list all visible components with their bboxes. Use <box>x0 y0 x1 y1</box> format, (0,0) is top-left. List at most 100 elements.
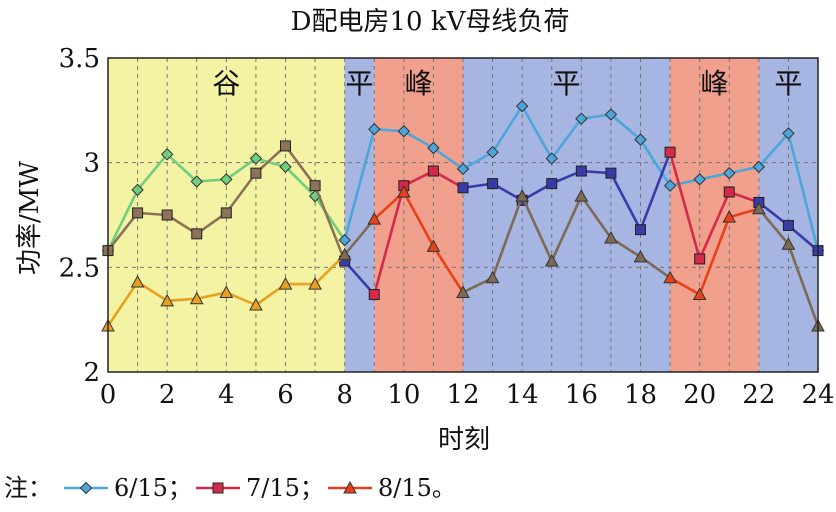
series-2-point-3 <box>189 291 204 305</box>
series-0-segment-23 <box>787 133 820 251</box>
series-1-segment-18 <box>639 151 672 231</box>
legend-marker-1 <box>212 482 224 494</box>
series-1-segment-0 <box>106 212 139 252</box>
legend-label-0: 6/15； <box>114 474 192 502</box>
series-0-point-12 <box>456 162 470 176</box>
series-2-point-13 <box>485 270 500 284</box>
series-1 <box>102 140 824 301</box>
series-0-point-13 <box>486 145 499 159</box>
x-tick-label-8: 8 <box>336 380 353 410</box>
x-tick-label-4: 4 <box>218 380 235 410</box>
x-tick-label-16: 16 <box>565 380 598 410</box>
series-1-point-12 <box>457 182 469 194</box>
series-2-segment-13 <box>491 195 524 279</box>
series-0-point-15 <box>545 152 558 165</box>
x-tick-label-18: 18 <box>624 380 657 410</box>
x-tick-label-12: 12 <box>446 380 479 410</box>
series-1-point-6 <box>280 140 291 152</box>
series-1-segment-7 <box>313 185 346 262</box>
x-axis-label: 时刻 <box>438 425 490 455</box>
series-0-segment-6 <box>284 165 316 198</box>
series-2-segment-11 <box>432 245 465 294</box>
series-2-point-10 <box>396 184 411 198</box>
series-0-point-14 <box>515 99 529 113</box>
series-0 <box>101 99 825 257</box>
series-2-point-12 <box>456 285 470 298</box>
x-tick-label-6: 6 <box>277 380 294 410</box>
series-0-point-5 <box>249 152 263 165</box>
series-2-segment-22 <box>757 207 790 246</box>
series-0-segment-11 <box>432 146 464 171</box>
series-2-point-6 <box>278 277 293 290</box>
legend-marker-0 <box>79 481 93 495</box>
plot-border <box>107 57 819 373</box>
series-0-point-8 <box>338 233 351 247</box>
series-2-point-4 <box>219 285 234 298</box>
series-1-point-7 <box>309 180 321 192</box>
plot-frame <box>107 57 819 373</box>
series-0-point-6 <box>279 160 292 174</box>
series-2-segment-21 <box>728 207 760 219</box>
series-0-segment-13 <box>491 105 524 153</box>
series-1-point-17 <box>605 167 617 179</box>
x-tick-label-14: 14 <box>506 380 539 410</box>
series-0-segment-1 <box>136 153 169 191</box>
series-0-point-22 <box>752 160 766 174</box>
legend-label-1: 7/15； <box>246 474 324 502</box>
series-0-segment-14 <box>521 105 553 160</box>
series-0-point-3 <box>190 175 203 188</box>
period-label-5: 平 <box>774 67 802 100</box>
x-tick-label-2: 2 <box>159 380 176 410</box>
series-0-point-21 <box>723 166 736 180</box>
series-0-point-11 <box>427 141 440 155</box>
series-2-point-11 <box>426 239 441 252</box>
grid-lines <box>108 58 818 372</box>
series-2-segment-2 <box>167 297 197 303</box>
series-0-point-9 <box>368 122 381 136</box>
period-label-3: 平 <box>553 67 581 100</box>
series-2-point-23 <box>781 237 796 250</box>
series-1-point-5 <box>250 167 262 179</box>
series-0-point-4 <box>220 173 233 186</box>
legend-marker-2 <box>343 480 357 494</box>
series-2-segment-23 <box>787 243 820 327</box>
series-1-point-21 <box>723 186 735 198</box>
series-2-segment-14 <box>520 195 553 262</box>
y-axis-label: 功率/MW <box>15 161 45 275</box>
x-tick-label-22: 22 <box>742 380 775 410</box>
series-0-segment-0 <box>106 189 139 252</box>
series-2-segment-10 <box>402 191 435 248</box>
legend-label-2: 8/15。 <box>378 474 456 502</box>
period-label-0: 谷 <box>212 67 240 100</box>
series-0-segment-10 <box>403 130 435 150</box>
series-2-point-15 <box>544 254 559 267</box>
series-2-segment-0 <box>106 281 139 327</box>
period-labels: 谷平峰平峰平 <box>212 67 802 100</box>
x-tick-label-10: 10 <box>387 380 420 410</box>
series-0-segment-17 <box>610 113 642 141</box>
period-label-1: 平 <box>345 67 373 100</box>
period-band-4 <box>670 58 759 372</box>
series-2-point-14 <box>515 189 530 202</box>
series-0-segment-15 <box>550 117 583 160</box>
series-2-point-7 <box>308 277 322 290</box>
period-band-2 <box>374 58 463 372</box>
series-1-segment-9 <box>372 185 406 295</box>
series-0-point-17 <box>604 108 618 121</box>
series-2-segment-16 <box>580 195 612 239</box>
series-2-point-16 <box>574 189 589 202</box>
series-0-point-23 <box>782 127 795 140</box>
series-0-point-18 <box>634 133 647 146</box>
series-2-point-19 <box>663 270 677 284</box>
series-1-point-19 <box>664 146 676 158</box>
series-1-segment-4 <box>225 172 257 214</box>
series-2-point-1 <box>130 274 145 288</box>
period-band-1 <box>344 58 375 372</box>
series-1-point-20 <box>694 253 706 265</box>
series-0-segment-22 <box>757 132 790 168</box>
series-2-point-20 <box>692 287 707 301</box>
series-lines <box>101 99 825 332</box>
series-1-segment-20 <box>698 191 731 260</box>
